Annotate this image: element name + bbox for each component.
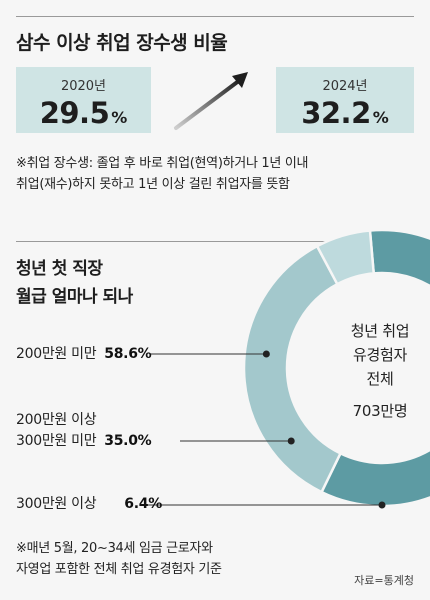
footnote-line: ※매년 5월, 20~34세 임금 근로자와 — [16, 541, 213, 556]
top-rule — [16, 16, 414, 17]
stat-year: 2020년 — [60, 79, 107, 94]
category-name: 200만원 이상 — [16, 412, 97, 428]
stat-year: 2024년 — [322, 79, 368, 94]
donut-slice-3 — [315, 229, 376, 286]
category-label-1: 200만원 미만 58.6% — [16, 344, 152, 365]
stat-value: 32.2 — [301, 96, 371, 130]
section-divider — [16, 241, 336, 242]
increase-arrow-icon — [174, 72, 248, 130]
stat-unit: % — [372, 108, 389, 127]
donut-center-label: 청년 취업 유경험자 전체 703만명 — [330, 319, 430, 423]
category-label-3: 300만원 이상 6.4% — [16, 494, 162, 515]
category-name: 300만원 미만 — [16, 433, 97, 449]
leader-dot-3 — [378, 501, 386, 509]
section2-title-line: 월급 얼마나 되나 — [16, 287, 133, 307]
footnote: ※매년 5월, 20~34세 임금 근로자와 자영업 포함한 전체 취업 유경험… — [16, 538, 222, 580]
category-name: 200만원 미만 — [16, 346, 97, 362]
leader-dot-2 — [287, 437, 295, 445]
definition-note: ※취업 장수생: 졸업 후 바로 취업(현역)하거나 1년 이내 취업(재수)하… — [16, 153, 309, 195]
donut-slice-1 — [319, 228, 430, 508]
donut-slice-2 — [242, 244, 343, 494]
note-line: ※취업 장수생: 졸업 후 바로 취업(현역)하거나 1년 이내 — [16, 156, 309, 171]
stat-unit: % — [111, 108, 128, 127]
section1-title: 삼수 이상 취업 장수생 비율 — [16, 32, 228, 54]
category-label-2: 200만원 이상 300만원 미만 35.0% — [16, 410, 152, 452]
category-value: 35.0% — [104, 433, 152, 449]
section2-title: 청년 첫 직장 월급 얼마나 되나 — [16, 255, 133, 311]
category-value: 6.4% — [124, 496, 162, 512]
source-label: 자료=통계청 — [354, 574, 414, 587]
leader-dot-1 — [262, 350, 270, 358]
center-line: 전체 — [366, 370, 394, 388]
stat-box-2020: 2020년 29.5% — [16, 67, 151, 133]
stat-value: 29.5 — [39, 96, 110, 130]
center-line: 청년 취업 — [350, 322, 410, 340]
center-total: 703만명 — [352, 402, 408, 420]
section2-title-line: 청년 첫 직장 — [16, 259, 103, 279]
center-line: 유경험자 — [352, 346, 407, 364]
stat-box-2024: 2024년 32.2% — [276, 67, 414, 133]
category-value: 58.6% — [104, 346, 152, 362]
category-name: 300만원 이상 — [16, 496, 97, 512]
footnote-line: 자영업 포함한 전체 취업 유경험자 기준 — [16, 562, 222, 577]
note-line: 취업(재수)하지 못하고 1년 이상 걸린 취업자를 뜻함 — [16, 177, 290, 192]
